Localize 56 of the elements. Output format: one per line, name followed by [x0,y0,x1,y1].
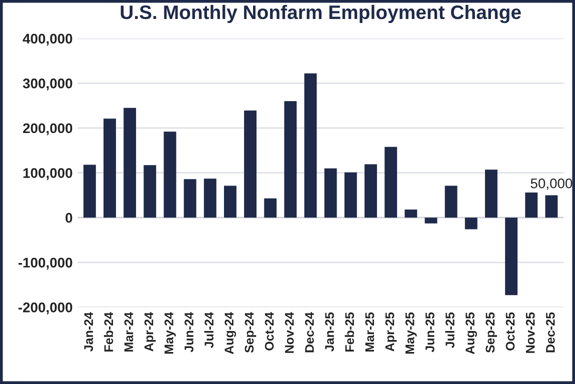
bar [464,218,478,230]
bar [204,178,216,218]
bar [324,168,337,218]
x-tick-label: Dec-24 [305,312,314,352]
bar [124,108,136,218]
x-tick-label: Jun-25 [425,312,434,352]
x-tick-label: Feb-24 [104,312,114,352]
y-tick-label: 300,000 [22,78,72,90]
bar [244,110,257,218]
bar [364,164,377,218]
bar [344,172,357,218]
x-tick-label: Aug-25 [466,312,477,354]
x-tick-label: Jan-25 [325,312,334,352]
x-tick-label: Nov-24 [284,312,294,353]
bar [164,132,176,218]
x-tick-label: Sep-24 [244,312,256,353]
y-tick-label: 0 [66,212,72,223]
x-tick-label: Mar-25 [365,312,374,352]
x-tick-label: Dec-25 [546,312,555,352]
bar [484,170,498,218]
bar [184,179,196,218]
bar [284,101,297,218]
x-tick-label: Mar-24 [124,312,134,352]
y-tick-label: -200,000 [18,302,72,314]
x-tick-label: Oct-25 [506,312,515,350]
x-tick-label: May-24 [164,312,176,354]
chart-title: U.S. Monthly Nonfarm Employment Change [120,4,521,24]
x-tick-label: Feb-25 [344,312,354,352]
bar [384,146,398,218]
y-tick-label: 200,000 [23,123,72,136]
bar [545,195,558,218]
bar [444,186,458,218]
y-tick-label: -100,000 [18,258,72,270]
x-tick-label: Jun-24 [184,312,194,352]
bar [224,186,236,218]
y-tick-label: 400,000 [22,34,72,46]
x-tick-label: Oct-24 [264,312,274,350]
bar [505,218,518,296]
x-tick-label: Aug-24 [224,312,236,354]
bar [404,210,418,218]
x-tick-label: Sep-25 [486,312,498,353]
x-tick-label: May-25 [405,312,417,354]
bar [424,218,438,224]
bar [264,198,277,218]
x-tick-label: Jul-25 [445,312,454,348]
bar [525,192,538,218]
x-tick-label: Nov-25 [526,312,535,353]
x-tick-label: Jan-24 [84,312,94,352]
bar [104,118,116,218]
bar [83,164,96,218]
x-tick-label: Apr-25 [385,312,397,352]
y-tick-label: 100,000 [23,168,72,180]
x-tick-label: Apr-24 [144,312,156,352]
bar [304,73,317,218]
x-tick-label: Jul-24 [204,312,214,348]
bar [144,165,156,218]
